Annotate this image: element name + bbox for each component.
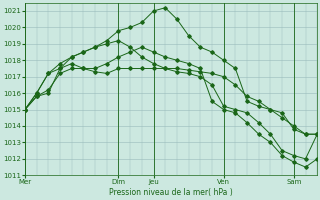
X-axis label: Pression niveau de la mer( hPa ): Pression niveau de la mer( hPa ) (109, 188, 233, 197)
